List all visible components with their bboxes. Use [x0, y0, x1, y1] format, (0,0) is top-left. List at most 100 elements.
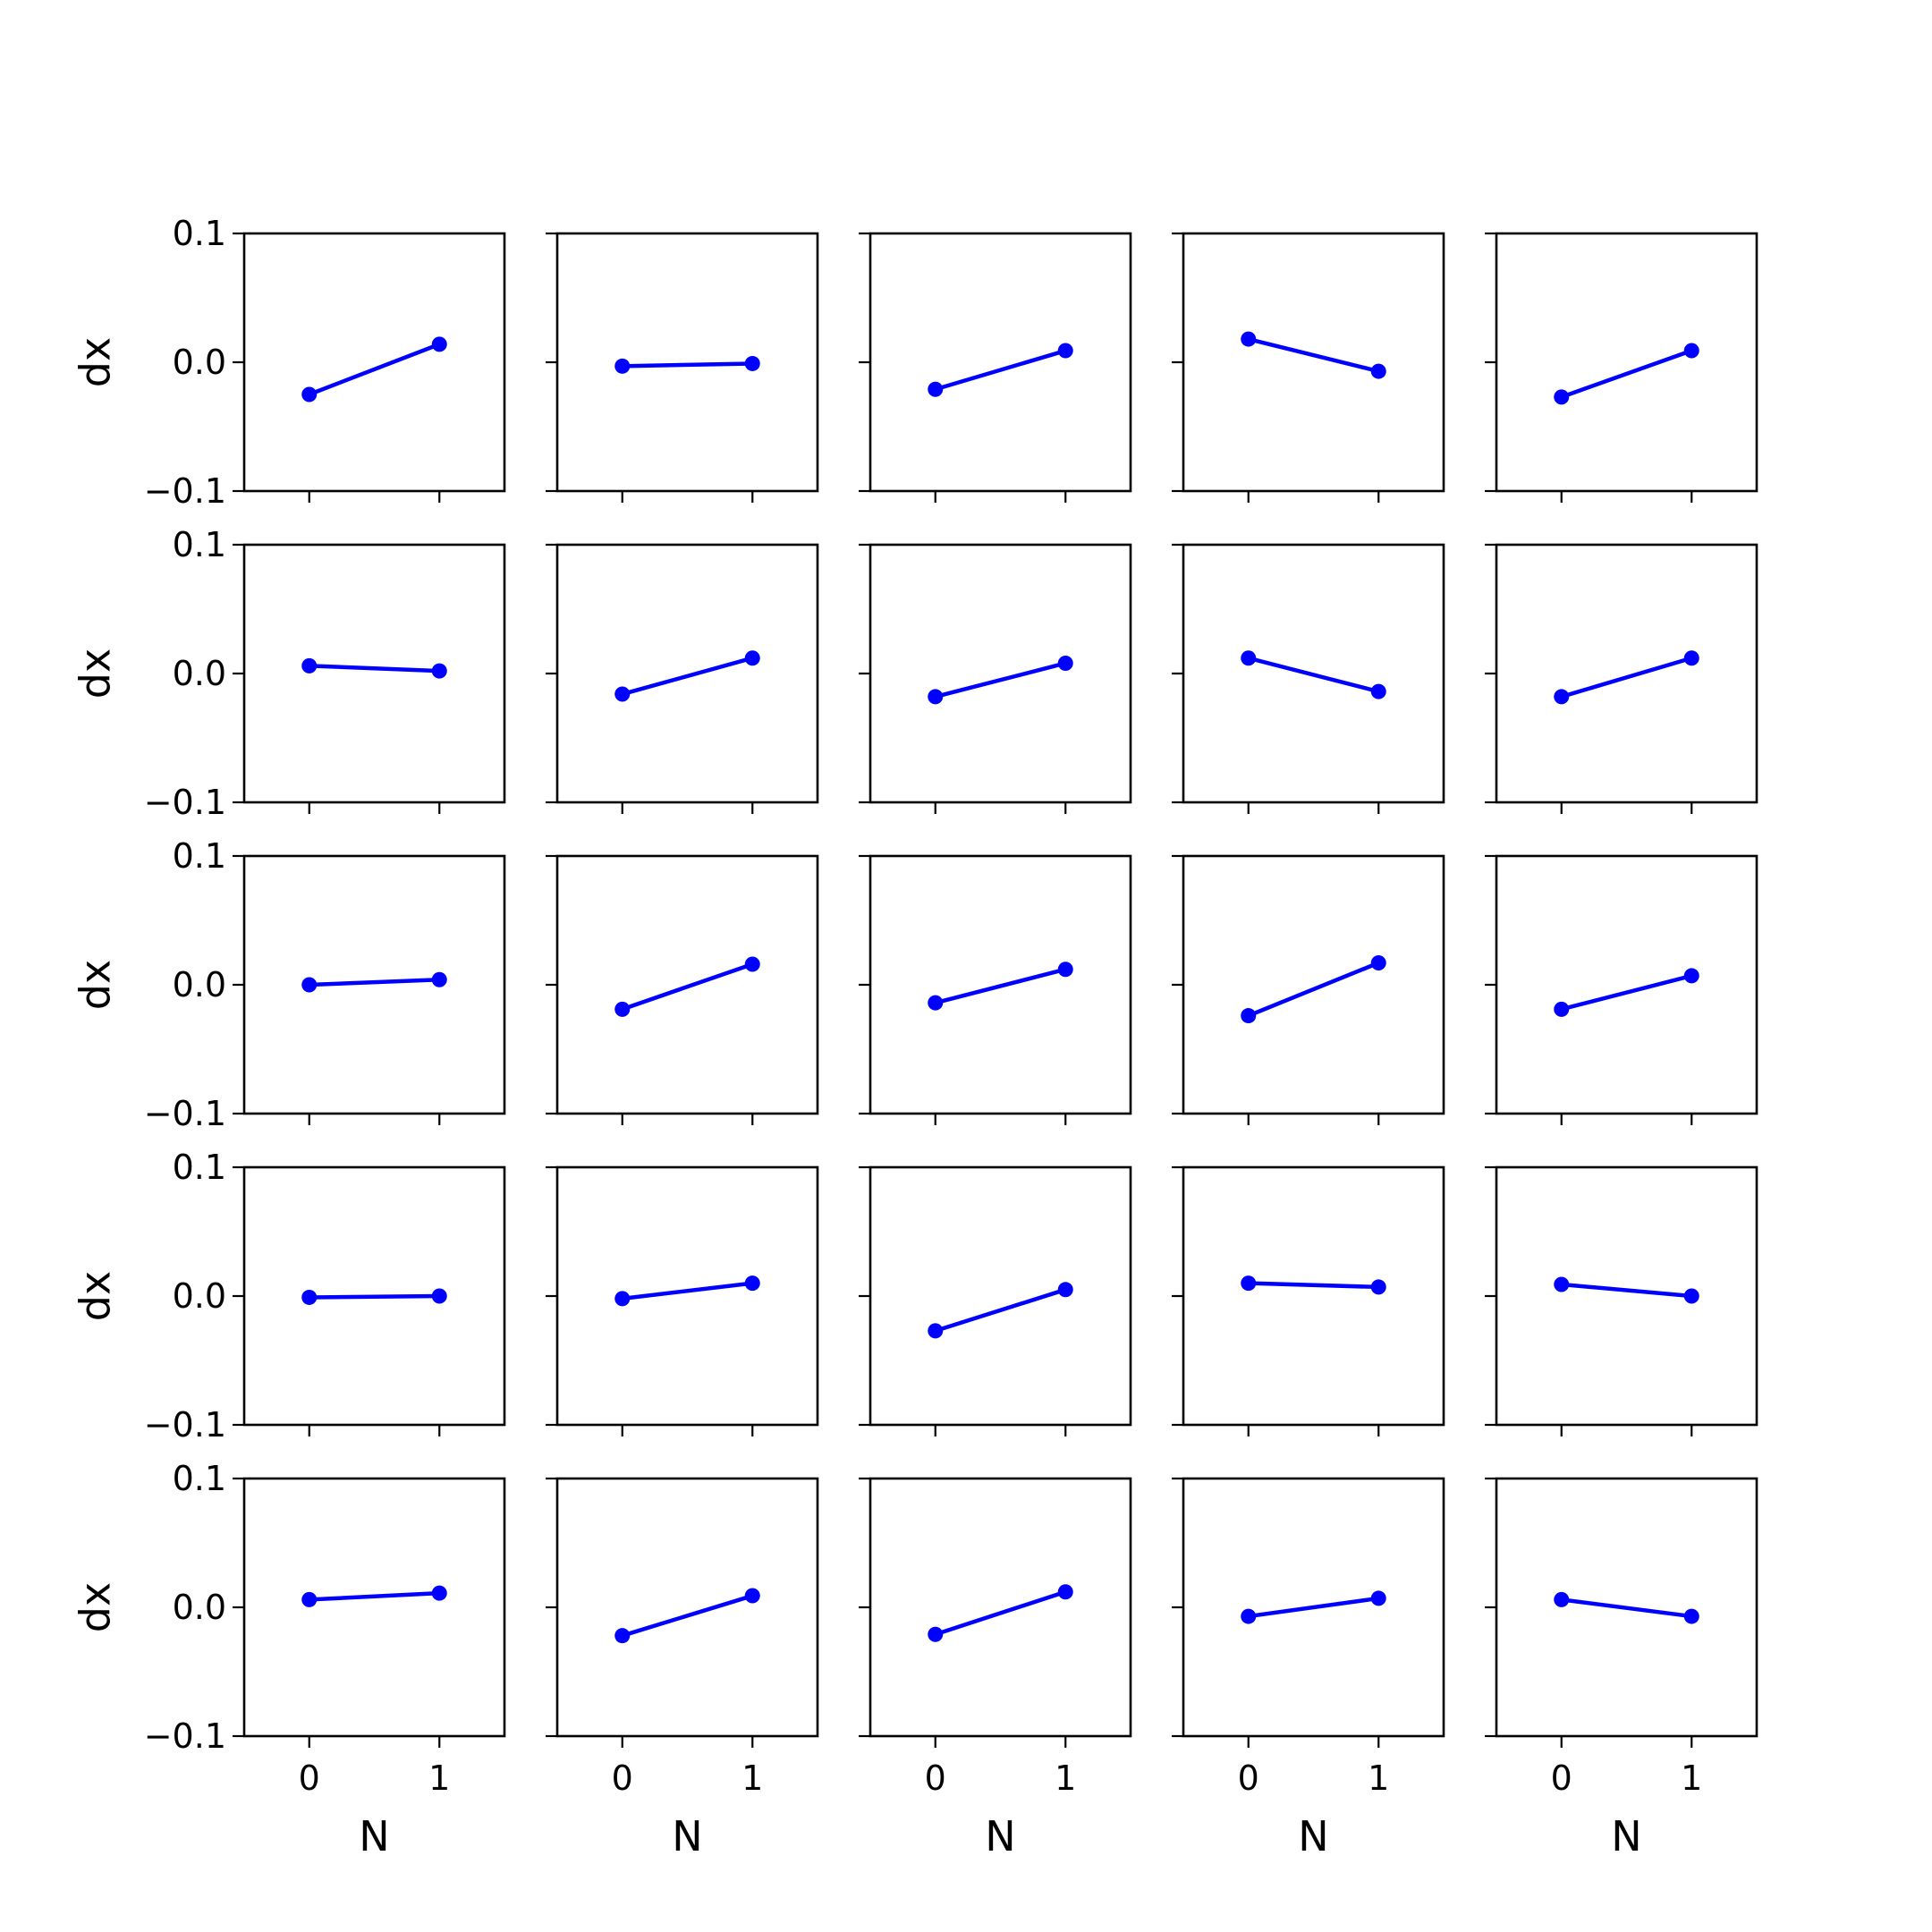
data-point	[1370, 683, 1386, 699]
data-point	[431, 1585, 447, 1601]
x-tick-label: 1	[741, 1758, 763, 1798]
series-line	[933, 967, 1068, 1005]
data-point	[614, 1001, 631, 1017]
data-point	[301, 1289, 318, 1305]
data-point	[1554, 1001, 1570, 1017]
series-line	[620, 1281, 755, 1301]
subplot-r4-c5	[1485, 1165, 1758, 1436]
y-tick-label: −0.1	[144, 1716, 226, 1756]
x-tick-label: 0	[1238, 1758, 1259, 1798]
x-axis-label: N	[672, 1812, 702, 1860]
subplot-r1-c5	[1485, 232, 1758, 503]
data-point	[1554, 389, 1570, 405]
data-point	[1370, 1279, 1386, 1295]
data-point	[614, 1291, 631, 1307]
y-tick-label: 0.0	[173, 965, 226, 1004]
y-axis-label: dx	[72, 648, 120, 699]
series-line	[1246, 1281, 1381, 1290]
y-axis-label: dx	[72, 337, 120, 387]
subplot-r5-c5: 0 1N	[1485, 1477, 1758, 1860]
x-tick-label: 1	[1055, 1758, 1076, 1798]
data-point	[1241, 650, 1257, 666]
subplot-r1-c2	[546, 232, 819, 503]
y-axis-label: dx	[72, 1271, 120, 1321]
subplot-r1-c4	[1172, 232, 1445, 503]
subplot-r4-c3	[859, 1165, 1132, 1436]
data-point	[1241, 1608, 1257, 1624]
subplot-r4-c2	[546, 1165, 819, 1436]
y-tick-label: 0.0	[173, 654, 226, 693]
data-point	[1241, 1008, 1257, 1024]
data-point	[1057, 1584, 1073, 1600]
data-point	[1241, 331, 1257, 347]
y-tick-label: −0.1	[144, 1094, 226, 1133]
data-point	[614, 1628, 631, 1644]
data-point	[1683, 650, 1699, 666]
series-line	[620, 1593, 755, 1638]
subplot-r4-c1: 0.1 0.0 −0.1 dx	[72, 1148, 506, 1445]
data-point	[431, 971, 447, 987]
subplot-r3-c3	[859, 854, 1132, 1125]
data-point	[614, 358, 631, 374]
data-point	[1683, 343, 1699, 359]
subplot-r3-c1: 0.1 0.0 −0.1 dx	[72, 836, 506, 1133]
x-tick-label: 0	[612, 1758, 633, 1798]
data-point	[744, 1275, 760, 1292]
series-line	[307, 1293, 442, 1300]
subplot-r3-c4	[1172, 854, 1445, 1125]
data-point	[1683, 1608, 1699, 1624]
series-line	[1559, 656, 1694, 699]
data-point	[928, 1323, 944, 1339]
data-point	[1554, 1276, 1570, 1292]
data-point	[301, 977, 318, 993]
data-point	[744, 956, 760, 972]
data-point	[1241, 1275, 1257, 1292]
series-line	[1559, 1597, 1694, 1619]
subplot-r1-c1: 0.1 0.0 −0.1 dx	[72, 214, 506, 511]
series-line	[933, 1589, 1068, 1637]
data-point	[301, 1591, 318, 1607]
data-point	[431, 663, 447, 679]
y-tick-label: 0.1	[173, 525, 226, 564]
data-point	[1057, 655, 1073, 671]
data-point	[744, 355, 760, 371]
y-tick-label: 0.1	[173, 214, 226, 253]
subplot-r2-c5	[1485, 543, 1758, 814]
y-tick-label: −0.1	[144, 783, 226, 822]
series-line	[620, 656, 755, 697]
data-point	[1057, 962, 1073, 978]
series-line	[933, 1287, 1068, 1334]
data-point	[1370, 1590, 1386, 1606]
data-point	[614, 686, 631, 702]
y-tick-label: 0.1	[173, 1459, 226, 1498]
data-point	[1370, 363, 1386, 379]
series-line	[307, 664, 442, 674]
y-tick-label: 0.0	[173, 1588, 226, 1627]
subplot-r2-c4	[1172, 543, 1445, 814]
x-tick-label: 0	[1551, 1758, 1572, 1798]
series-line	[1246, 1596, 1381, 1619]
x-tick-label: 0	[299, 1758, 320, 1798]
data-point	[928, 1626, 944, 1642]
data-point	[1057, 343, 1073, 359]
series-line	[1559, 1282, 1694, 1299]
x-tick-label: 1	[1681, 1758, 1702, 1798]
data-point	[928, 689, 944, 705]
y-tick-label: −0.1	[144, 471, 226, 511]
data-point	[1057, 1282, 1073, 1298]
series-line	[1559, 348, 1694, 400]
x-axis-label: N	[985, 1812, 1015, 1860]
data-point	[1370, 955, 1386, 971]
data-point	[1683, 968, 1699, 984]
subplot-r5-c2: 0 1N	[546, 1477, 819, 1860]
subplot-r2-c1: 0.1 0.0 −0.1 dx	[72, 525, 506, 822]
series-line	[1246, 961, 1381, 1018]
series-line	[307, 977, 442, 987]
subplot-r3-c5	[1485, 854, 1758, 1125]
y-tick-label: 0.1	[173, 1148, 226, 1187]
subplot-r5-c3: 0 1N	[859, 1477, 1132, 1860]
series-line	[1246, 336, 1381, 374]
data-point	[1554, 689, 1570, 705]
data-point	[431, 336, 447, 352]
